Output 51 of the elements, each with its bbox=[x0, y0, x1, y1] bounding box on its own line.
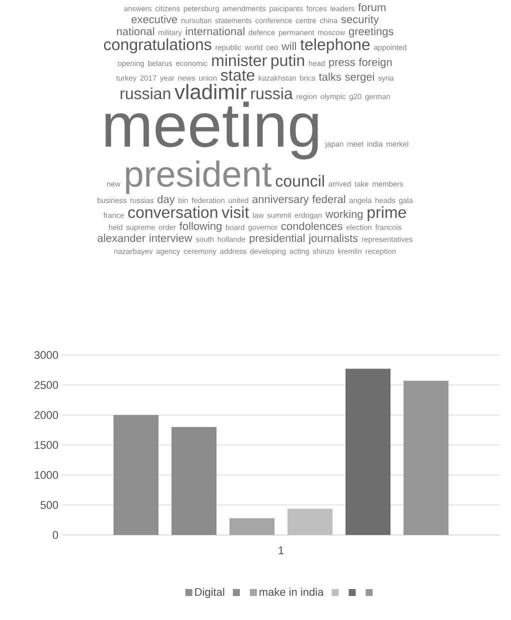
text: security bbox=[341, 15, 379, 26]
text: forum bbox=[358, 3, 386, 12]
text: day bbox=[158, 195, 175, 206]
y-tick-label: 0 bbox=[52, 531, 58, 539]
text: minister bbox=[212, 54, 267, 66]
text: presidential bbox=[250, 234, 305, 244]
bar bbox=[114, 415, 159, 535]
text: visit bbox=[222, 206, 250, 218]
text: prime bbox=[368, 206, 406, 222]
text: putin bbox=[271, 54, 304, 70]
text: russia bbox=[251, 88, 293, 100]
text: following bbox=[180, 222, 222, 232]
bar bbox=[172, 427, 217, 535]
text: international bbox=[186, 27, 244, 36]
text: russian bbox=[120, 88, 170, 100]
text: talks bbox=[318, 72, 342, 81]
text: vladimir bbox=[174, 84, 246, 100]
y-tick-label: 2500 bbox=[34, 381, 58, 389]
legend-label: Digital bbox=[195, 588, 224, 598]
text: meeting bbox=[105, 102, 318, 160]
y-tick-label: 1500 bbox=[34, 441, 58, 449]
text: working bbox=[325, 210, 363, 220]
y-tick-label: 3000 bbox=[34, 351, 58, 359]
text: executive bbox=[132, 15, 178, 24]
text: national bbox=[116, 27, 154, 36]
text: alexander bbox=[98, 234, 146, 242]
text: state bbox=[220, 70, 254, 81]
text: sergei bbox=[345, 72, 374, 83]
y-tick-label: 2000 bbox=[34, 411, 58, 419]
text: will bbox=[281, 42, 296, 50]
text: president bbox=[126, 160, 272, 194]
y-tick-label: 1000 bbox=[34, 471, 58, 479]
text: anniversary bbox=[252, 195, 309, 206]
bar bbox=[404, 380, 449, 535]
bar bbox=[346, 368, 391, 535]
x-tick-label: 1 bbox=[278, 546, 284, 554]
text: congratulations bbox=[104, 38, 212, 54]
text: greetings bbox=[348, 27, 394, 38]
bar bbox=[230, 518, 275, 535]
legend-label: make in india bbox=[260, 588, 324, 596]
text: foreign bbox=[358, 58, 392, 68]
text: journalists bbox=[308, 234, 358, 244]
text: federal bbox=[312, 195, 346, 204]
text: condolences bbox=[281, 222, 342, 230]
text: interview bbox=[150, 234, 192, 242]
text: council bbox=[276, 174, 324, 187]
text: telephone bbox=[300, 38, 370, 54]
y-tick-label: 500 bbox=[40, 501, 58, 509]
text: press bbox=[329, 60, 355, 68]
text: conversation bbox=[128, 206, 218, 218]
bar bbox=[288, 508, 333, 535]
